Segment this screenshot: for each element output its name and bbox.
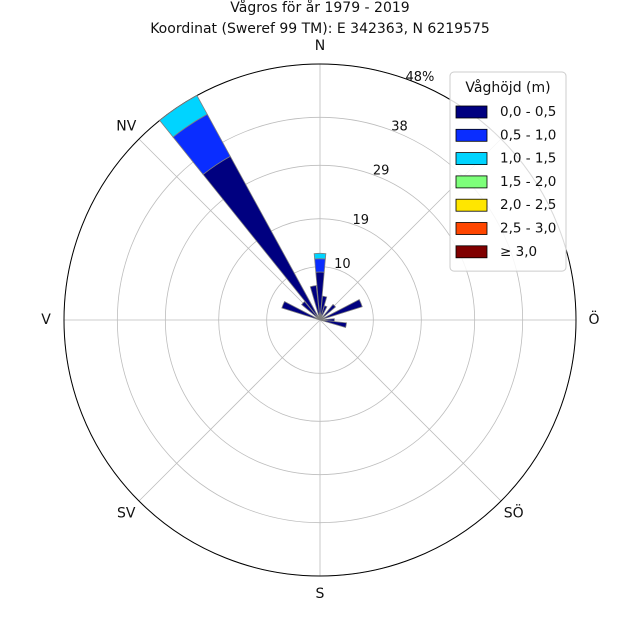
direction-label-V: V [41,312,51,328]
radial-tick-label: 48% [406,70,435,85]
legend-swatch-4 [455,198,488,212]
direction-label-Ö: Ö [588,310,599,328]
legend-title: Våghöjd (m) [465,79,550,96]
legend-label-5: 2,5 - 3,0 [500,221,556,237]
grid-spoke [138,319,321,502]
legend-label-0: 0,0 - 0,5 [500,104,556,120]
legend-label-1: 0,5 - 1,0 [500,127,556,143]
legend-label-3: 1,5 - 2,0 [500,174,556,190]
sector-6-bin-0 [319,319,347,328]
legend-label-6: ≥ 3,0 [500,244,537,260]
legend: Våghöjd (m) 0,0 - 0,5 0,5 - 1,0 1,0 - 1,5 1,… [449,71,567,272]
legend-swatch-6 [455,245,488,259]
sector-9-bin-0 [202,155,321,321]
legend-swatch-1 [455,128,488,142]
radial-tick-label: 38 [391,119,408,134]
legend-label-4: 2,0 - 2,5 [500,197,556,213]
sector-10-bin-0 [309,285,321,321]
radial-tick-label: 19 [353,213,370,228]
sector-2-bin-0 [319,305,328,321]
chart-title: Vågros för år 1979 - 2019 [230,0,409,16]
legend-swatch-5 [455,222,488,235]
legend-label-2: 1,0 - 1,5 [500,151,556,167]
sector-0-bin-1 [314,258,326,273]
axis-labels: N NV Ö SÖ S SV V 10 19 29 38 48% [41,38,599,602]
outer-frame [63,63,577,577]
direction-label-SV: SV [117,506,136,522]
legend-swatch-0 [455,105,488,119]
direction-label-S: S [316,586,325,602]
grid-spoke [319,319,502,502]
legend-swatch-3 [455,175,488,189]
polar-grid [63,63,577,577]
chart-subtitle: Koordinat (Sweref 99 TM): E 342363, N 62… [150,21,490,37]
sector-7-bin-0 [281,300,321,321]
radial-tick-label: 29 [373,164,390,179]
grid-spoke [138,138,321,321]
direction-label-SÖ: SÖ [504,504,524,522]
legend-box [449,71,567,272]
sector-8-bin-0 [301,301,321,321]
direction-label-NV: NV [116,118,136,134]
legend-swatch-2 [455,152,488,166]
direction-label-N: N [315,38,325,54]
sector-4-bin-0 [319,299,363,321]
sectors [159,94,363,328]
radial-tick-label: 10 [334,257,351,272]
sector-0-bin-2 [313,252,327,260]
sector-3-bin-0 [319,303,337,321]
sector-9-bin-2 [159,94,208,138]
